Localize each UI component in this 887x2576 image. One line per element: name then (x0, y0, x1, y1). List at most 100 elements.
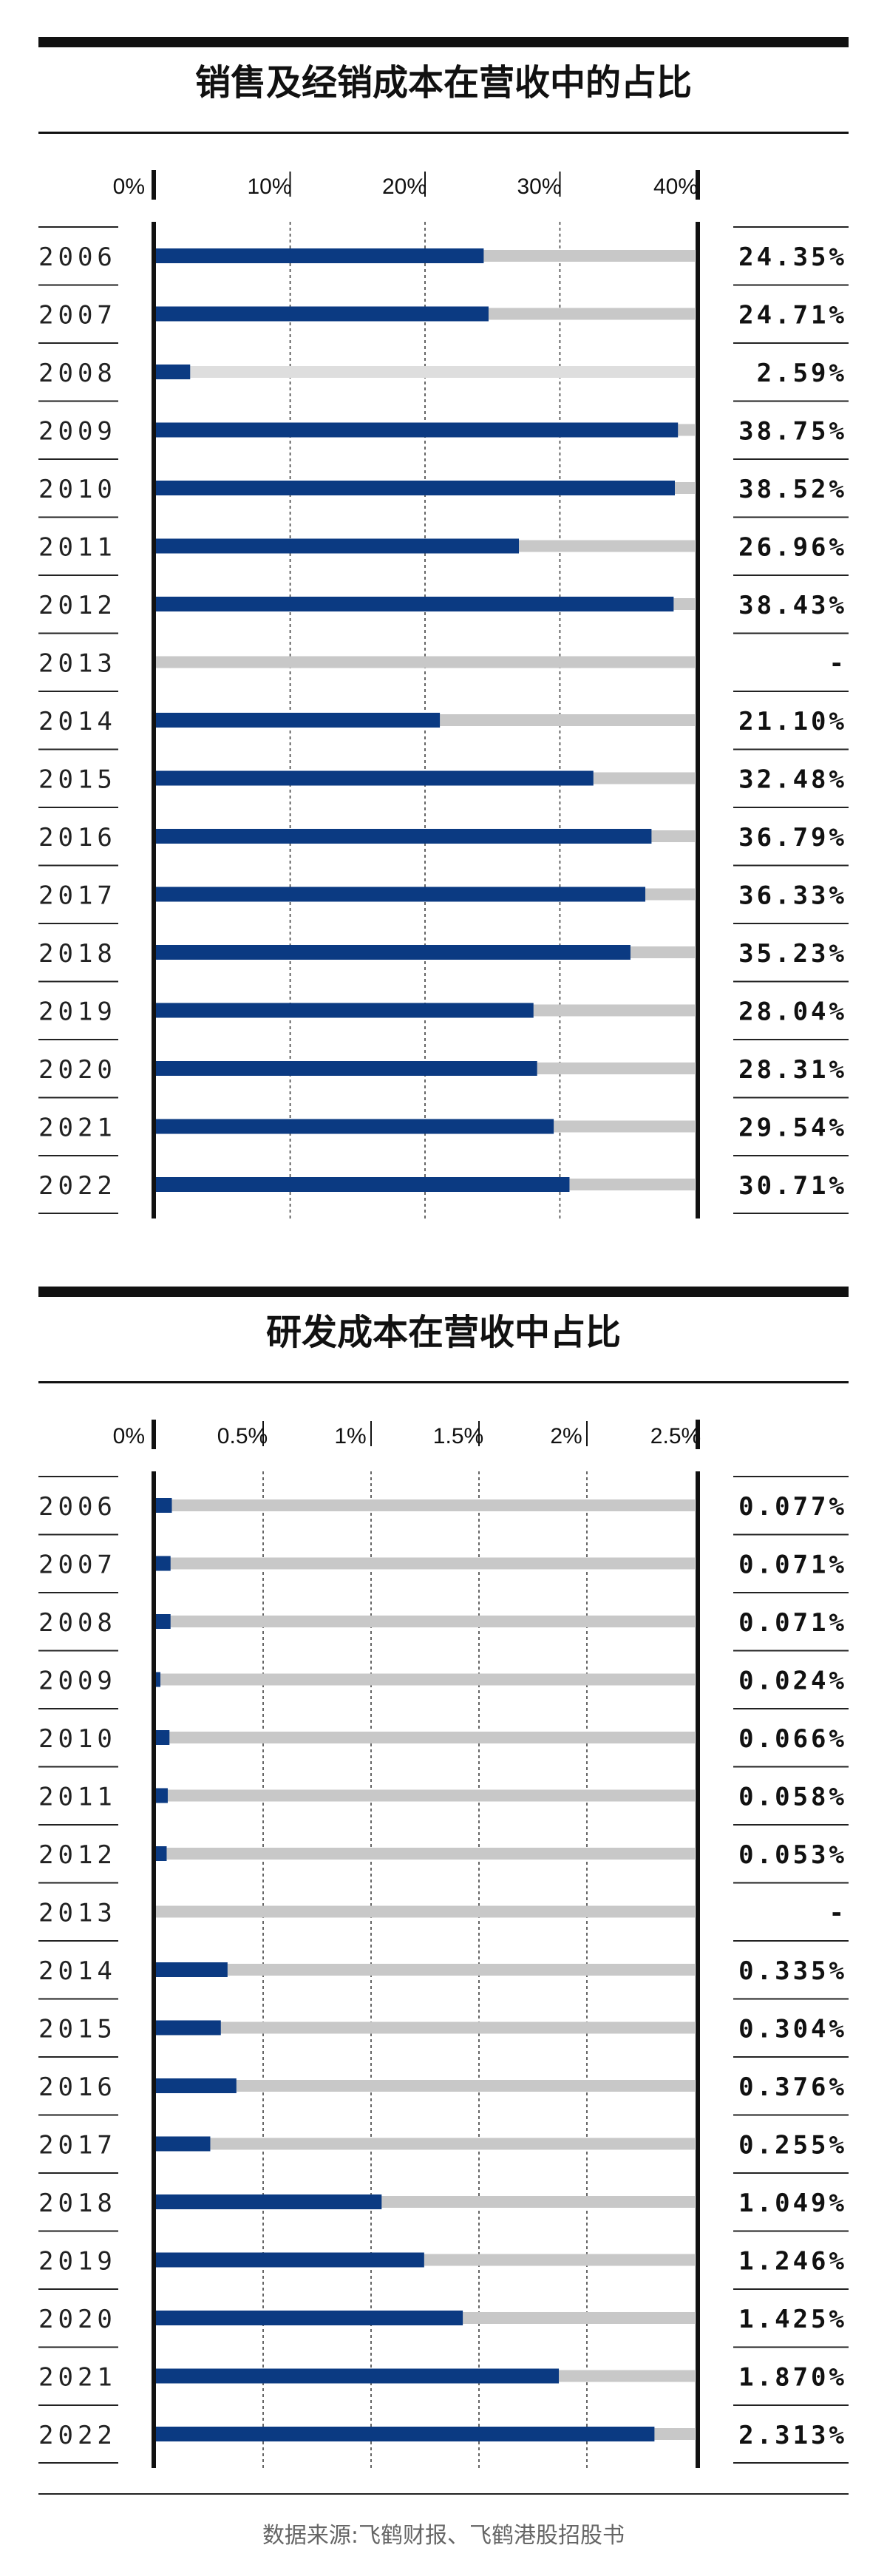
year-label: 2010 (38, 1724, 117, 1754)
value-label: - (829, 649, 847, 679)
year-label: 2009 (38, 417, 117, 447)
data-bar (155, 597, 674, 611)
data-bar (155, 1730, 170, 1745)
year-label: 2019 (38, 997, 117, 1027)
data-bar (155, 1788, 168, 1803)
bar-track (155, 1789, 695, 1802)
year-label: 2013 (38, 649, 117, 679)
year-label: 2014 (38, 707, 117, 736)
data-bar (155, 1614, 171, 1629)
value-label: 0.066% (738, 1724, 847, 1754)
value-label: 1.246% (738, 2247, 847, 2277)
value-label: 0.024% (738, 1667, 847, 1696)
value-label: 38.75% (738, 417, 847, 447)
chart-title: 销售及经销成本在营收中的占比 (195, 62, 692, 104)
value-label: 1.049% (738, 2189, 847, 2218)
data-bar (155, 829, 652, 844)
bar-track (155, 2080, 695, 2092)
value-label: 0.255% (738, 2131, 847, 2160)
bar-track (155, 2138, 695, 2150)
year-label: 2006 (38, 1492, 117, 1522)
value-label: 1.425% (738, 2305, 847, 2334)
year-label: 2019 (38, 2247, 117, 2277)
value-label: 0.071% (738, 1550, 847, 1580)
chart-title: 研发成本在营收中占比 (266, 1312, 621, 1353)
year-label: 2008 (38, 1608, 117, 1638)
bar-track (155, 1616, 695, 1627)
year-label: 2014 (38, 1956, 117, 1986)
value-label: 28.04% (738, 997, 847, 1027)
bar-track (155, 1848, 695, 1860)
data-bar (155, 2252, 424, 2268)
data-bar (155, 2194, 382, 2209)
tick-label-0: 0% (113, 174, 145, 199)
tick-label-3: 30% (517, 174, 561, 199)
year-label: 2021 (38, 2363, 117, 2393)
year-label: 2011 (38, 1783, 117, 1812)
chart-top-rule (38, 37, 849, 47)
year-label: 2022 (38, 2421, 117, 2450)
bar-track (155, 1499, 695, 1511)
data-bar (155, 1962, 228, 1977)
axis-left-marker (152, 170, 156, 200)
tick-label-4: 40% (653, 174, 698, 199)
axis-right (696, 1471, 700, 2468)
value-label: 38.43% (738, 591, 847, 620)
year-label: 2012 (38, 1840, 117, 1870)
data-bar (155, 538, 520, 554)
value-label: - (829, 1899, 847, 1928)
year-label: 2007 (38, 301, 117, 331)
year-label: 2015 (38, 765, 117, 795)
value-label: 1.870% (738, 2363, 847, 2393)
year-label: 2010 (38, 475, 117, 504)
axis-left-marker (152, 1420, 156, 1449)
value-label: 2.313% (738, 2421, 847, 2450)
value-label: 32.48% (738, 765, 847, 795)
year-label: 2009 (38, 1667, 117, 1696)
year-label: 2017 (38, 2131, 117, 2160)
data-bar (155, 481, 675, 495)
year-label: 2017 (38, 881, 117, 911)
bar-track (155, 1964, 695, 1976)
year-label: 2022 (38, 1171, 117, 1201)
bar-track (155, 1732, 695, 1743)
year-label: 2013 (38, 1899, 117, 1928)
data-bar (155, 365, 191, 379)
data-bar (155, 2078, 237, 2093)
value-label: 38.52% (738, 475, 847, 504)
bar-track (155, 656, 695, 668)
data-bar (155, 2136, 211, 2152)
year-label: 2006 (38, 243, 117, 272)
tick-label-1: 0.5% (217, 1424, 268, 1448)
value-label: 0.376% (738, 2072, 847, 2102)
sales-cost-chart: 销售及经销成本在营收中的占比 0% 10% 20% 30% 40% 2006 24.35% 20… (0, 0, 887, 1250)
data-bar (155, 422, 679, 438)
sales-cost-chart-svg: 销售及经销成本在营收中的占比 0% 10% 20% 30% 40% 2006 24.35% 20… (38, 37, 849, 1218)
value-label: 0.304% (738, 2015, 847, 2044)
year-label: 2020 (38, 1055, 117, 1085)
data-bar (155, 2427, 655, 2441)
data-bar (155, 1846, 167, 1861)
value-label: 0.058% (738, 1783, 847, 1812)
axis-left (152, 1471, 156, 2468)
title-underline (38, 1381, 849, 1383)
data-bar (155, 945, 631, 960)
rd-cost-chart: 研发成本在营收中占比 0% 0.5% 1% 1.5% 2% 2.5% 2006 0.077% 20… (0, 1250, 887, 2506)
bar-track (155, 2021, 695, 2034)
data-bar (155, 1177, 570, 1192)
data-bar (155, 1061, 537, 1076)
value-label: 0.077% (738, 1492, 847, 1522)
year-label: 2015 (38, 2015, 117, 2044)
value-label: 0.053% (738, 1840, 847, 1870)
bar-track (155, 1905, 695, 1918)
data-bar (155, 770, 594, 786)
tick-label-5: 2.5% (650, 1424, 701, 1448)
footer-divider (38, 2493, 849, 2495)
year-label: 2012 (38, 591, 117, 620)
value-label: 24.71% (738, 301, 847, 331)
year-label: 2008 (38, 359, 117, 388)
value-label: 0.071% (738, 1608, 847, 1638)
data-bar (155, 1498, 172, 1513)
year-label: 2011 (38, 533, 117, 563)
tick-label-0: 0% (113, 1424, 145, 1448)
